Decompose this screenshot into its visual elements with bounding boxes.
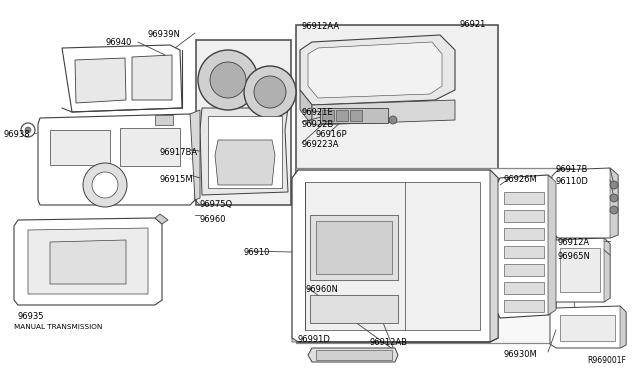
Text: 96975Q: 96975Q xyxy=(200,200,233,209)
Circle shape xyxy=(254,76,286,108)
Polygon shape xyxy=(292,338,498,342)
Polygon shape xyxy=(75,58,126,103)
Circle shape xyxy=(83,163,127,207)
Bar xyxy=(504,282,544,294)
Circle shape xyxy=(25,127,31,133)
Bar xyxy=(504,192,544,204)
Polygon shape xyxy=(50,240,126,284)
Polygon shape xyxy=(552,168,618,238)
Text: 96940: 96940 xyxy=(105,38,131,47)
Polygon shape xyxy=(610,168,618,238)
Polygon shape xyxy=(548,175,556,315)
Text: R969001F: R969001F xyxy=(587,356,626,365)
Text: 96965N: 96965N xyxy=(558,252,591,261)
Polygon shape xyxy=(552,238,610,302)
Polygon shape xyxy=(292,170,498,342)
Polygon shape xyxy=(305,182,480,330)
Text: 96915M: 96915M xyxy=(160,175,194,184)
Bar xyxy=(504,246,544,258)
Bar xyxy=(560,248,600,292)
Text: 96922B: 96922B xyxy=(302,120,334,129)
Text: 96912A: 96912A xyxy=(558,238,590,247)
Polygon shape xyxy=(200,108,288,195)
Bar xyxy=(350,110,362,121)
Bar xyxy=(504,228,544,240)
Circle shape xyxy=(244,66,296,118)
Text: 96921: 96921 xyxy=(460,20,486,29)
Polygon shape xyxy=(14,218,162,305)
Text: 96939N: 96939N xyxy=(148,30,181,39)
Polygon shape xyxy=(28,228,148,294)
Bar xyxy=(504,300,544,312)
Circle shape xyxy=(610,194,618,202)
Polygon shape xyxy=(62,45,182,112)
Text: 96917BA: 96917BA xyxy=(160,148,198,157)
Text: MANUAL TRANSMISSION: MANUAL TRANSMISSION xyxy=(14,324,102,330)
Text: 96110D: 96110D xyxy=(555,177,588,186)
Text: 96935: 96935 xyxy=(18,312,45,321)
Polygon shape xyxy=(190,110,200,200)
Polygon shape xyxy=(155,214,168,224)
Text: 96921E: 96921E xyxy=(302,108,333,117)
Polygon shape xyxy=(38,114,195,205)
Bar xyxy=(320,108,388,123)
Polygon shape xyxy=(604,238,610,302)
Bar xyxy=(296,168,574,343)
Bar xyxy=(316,221,392,274)
Bar xyxy=(120,128,180,166)
Bar xyxy=(310,215,398,280)
Bar xyxy=(316,350,392,360)
Polygon shape xyxy=(132,55,172,100)
Bar xyxy=(196,40,291,205)
Text: 96938: 96938 xyxy=(4,130,31,139)
Polygon shape xyxy=(550,306,626,348)
Bar xyxy=(50,130,110,165)
Bar xyxy=(310,295,398,323)
Bar xyxy=(322,110,334,121)
Polygon shape xyxy=(215,140,275,185)
Text: 96910: 96910 xyxy=(244,248,270,257)
Circle shape xyxy=(210,62,246,98)
Bar xyxy=(504,264,544,276)
Bar xyxy=(336,110,348,121)
Circle shape xyxy=(610,206,618,214)
Circle shape xyxy=(21,123,35,137)
Bar xyxy=(560,315,615,341)
Text: 96916P: 96916P xyxy=(316,130,348,139)
Text: 96960: 96960 xyxy=(200,215,227,224)
Text: 969223A: 969223A xyxy=(302,140,339,149)
Circle shape xyxy=(92,172,118,198)
Bar xyxy=(296,25,498,173)
Polygon shape xyxy=(490,170,498,342)
Text: 96930M: 96930M xyxy=(503,350,537,359)
Text: 96917B: 96917B xyxy=(555,165,588,174)
Circle shape xyxy=(389,116,397,124)
Polygon shape xyxy=(208,116,282,188)
Polygon shape xyxy=(620,306,626,348)
Polygon shape xyxy=(308,348,398,362)
Text: 96991D: 96991D xyxy=(298,335,331,344)
Text: 96926M: 96926M xyxy=(503,175,537,184)
Text: 96912AB: 96912AB xyxy=(370,338,408,347)
Text: 96960N: 96960N xyxy=(306,285,339,294)
Bar xyxy=(504,210,544,222)
Polygon shape xyxy=(300,90,312,125)
Circle shape xyxy=(610,181,618,189)
Circle shape xyxy=(198,50,258,110)
Polygon shape xyxy=(312,100,455,125)
Polygon shape xyxy=(300,35,455,105)
Bar xyxy=(155,115,173,125)
Polygon shape xyxy=(308,42,442,98)
Polygon shape xyxy=(496,175,556,318)
Text: 96912AA: 96912AA xyxy=(302,22,340,31)
